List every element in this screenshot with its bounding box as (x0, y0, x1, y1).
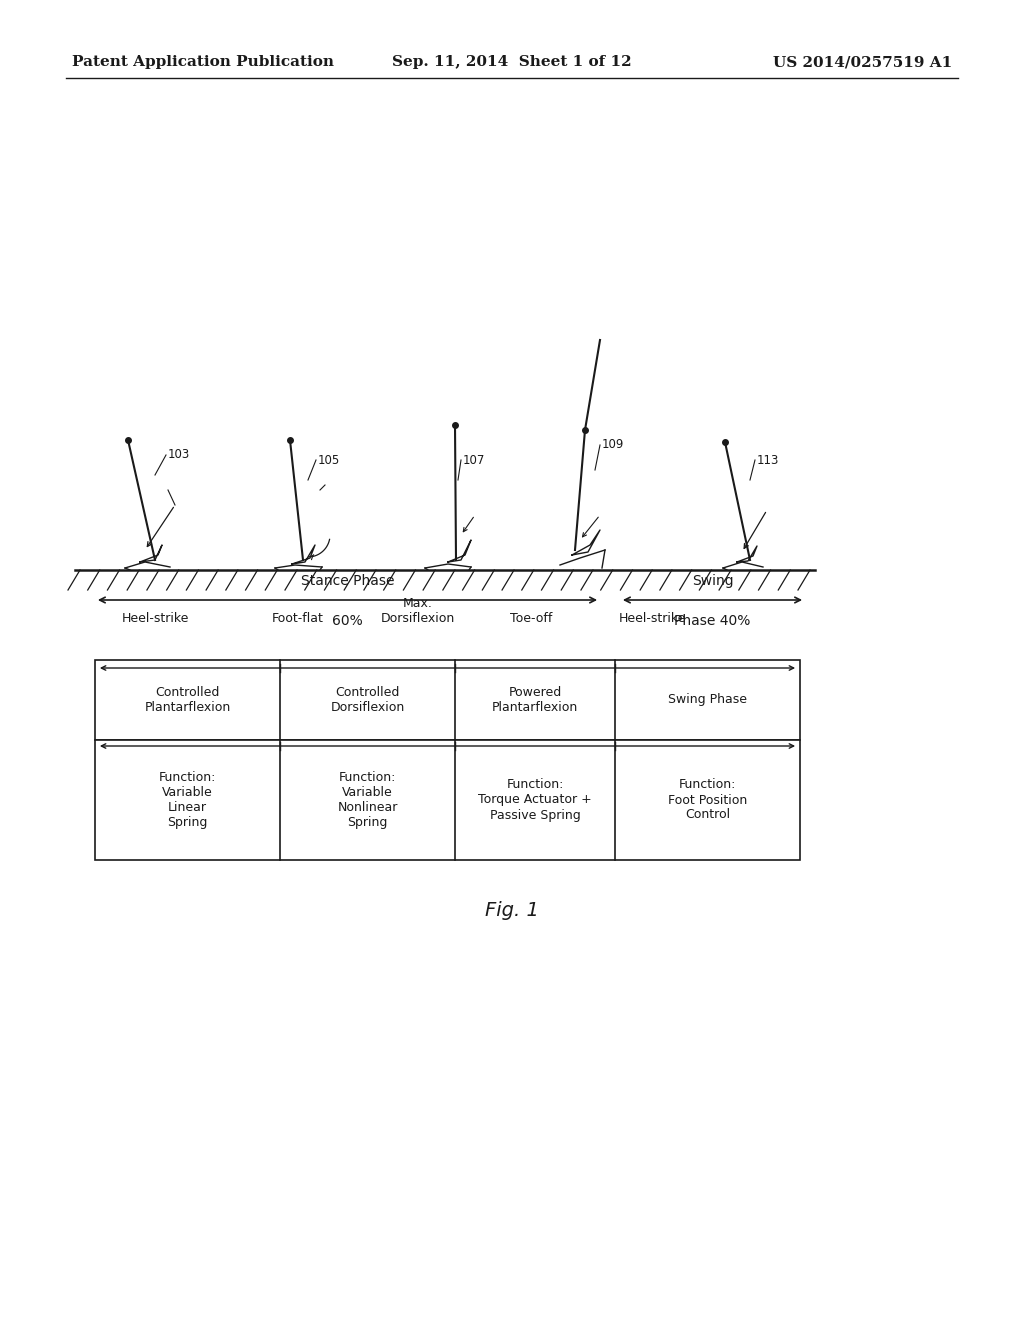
Text: Function:
Torque Actuator +
Passive Spring: Function: Torque Actuator + Passive Spri… (478, 779, 592, 821)
Text: Patent Application Publication: Patent Application Publication (72, 55, 334, 69)
Text: 103: 103 (168, 449, 190, 462)
Text: Heel-strike: Heel-strike (122, 612, 189, 624)
Text: Powered
Plantarflexion: Powered Plantarflexion (492, 686, 579, 714)
Text: Swing Phase: Swing Phase (668, 693, 746, 706)
Text: Function:
Variable
Nonlinear
Spring: Function: Variable Nonlinear Spring (337, 771, 397, 829)
Text: Sep. 11, 2014  Sheet 1 of 12: Sep. 11, 2014 Sheet 1 of 12 (392, 55, 632, 69)
Text: Foot-flat: Foot-flat (271, 612, 324, 624)
Bar (95, 741, 800, 861)
Text: Max.
Dorsiflexion: Max. Dorsiflexion (381, 597, 456, 624)
Text: 105: 105 (318, 454, 340, 466)
Bar (95, 660, 800, 741)
Text: US 2014/0257519 A1: US 2014/0257519 A1 (773, 55, 952, 69)
Text: Function:
Variable
Linear
Spring: Function: Variable Linear Spring (159, 771, 216, 829)
Text: Fig. 1: Fig. 1 (485, 900, 539, 920)
Text: Swing: Swing (691, 574, 733, 587)
Text: 109: 109 (602, 438, 625, 451)
Text: 107: 107 (463, 454, 485, 466)
Text: Controlled
Plantarflexion: Controlled Plantarflexion (144, 686, 230, 714)
Text: Stance Phase: Stance Phase (301, 574, 394, 587)
Text: Phase 40%: Phase 40% (675, 614, 751, 628)
Text: 60%: 60% (332, 614, 362, 628)
Text: Function:
Foot Position
Control: Function: Foot Position Control (668, 779, 748, 821)
Text: 113: 113 (757, 454, 779, 466)
Text: Toe-off: Toe-off (510, 612, 553, 624)
Text: Controlled
Dorsiflexion: Controlled Dorsiflexion (331, 686, 404, 714)
Text: Heel-strike: Heel-strike (618, 612, 686, 624)
